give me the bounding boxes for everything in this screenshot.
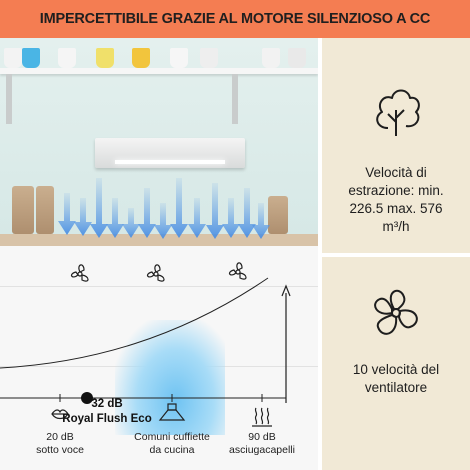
feature-text-fan: 10 velocità del ventilatore (322, 361, 470, 397)
axis-arrow-icon (281, 284, 291, 297)
drawer-line (0, 286, 318, 287)
feature-line: Velocità di (365, 165, 427, 180)
shelf-bracket (6, 74, 12, 124)
banner-title: IMPERCETTIBILE GRAZIE AL MOTORE SILENZIO… (39, 11, 431, 27)
shelf-bracket (232, 74, 238, 124)
cup (262, 48, 280, 68)
tick-db: Comuni cuffiette (134, 431, 210, 443)
feature-line: 10 velocità del (352, 362, 440, 377)
fan-icon (374, 289, 418, 335)
tree-icon (376, 89, 420, 136)
cup (58, 48, 76, 68)
cooker-hood (95, 138, 245, 168)
current-level-label: 32 dB Royal Flush Eco (62, 397, 152, 427)
cup (22, 48, 40, 68)
fan-icon (70, 262, 247, 282)
cup (200, 48, 218, 68)
airflow-arrows-icon (58, 178, 270, 282)
tick-label-90db: 90 dB asciugacapelli (222, 431, 302, 457)
noise-curve (0, 277, 269, 369)
feature-line: 226.5 max. 576 (349, 201, 443, 216)
header-banner: IMPERCETTIBILE GRAZIE AL MOTORE SILENZIO… (0, 0, 470, 38)
tick-desc: sotto voce (36, 444, 84, 456)
kitchen-photo: 32 dB Royal Flush Eco 20 dB sotto voce C… (0, 38, 318, 470)
tick-desc: asciugacapelli (229, 444, 295, 456)
cup (4, 48, 22, 68)
hood-light (115, 160, 225, 164)
cup (132, 48, 150, 68)
tick-label-hood: Comuni cuffiette da cucina (122, 431, 222, 457)
countertop (0, 234, 318, 246)
feature-line: m³/h (382, 219, 410, 234)
hood-icon (158, 403, 186, 421)
tick-db: 20 dB (46, 431, 74, 443)
feature-line: ventilatore (364, 380, 428, 395)
jar (268, 196, 288, 234)
current-level-marker (81, 392, 93, 404)
lips-icon (51, 409, 69, 420)
kitchen-shelf (0, 68, 318, 74)
current-db: 32 dB (91, 398, 123, 410)
blue-glow (115, 320, 225, 435)
feature-panel-extraction: Velocità di estrazione: min. 226.5 max. … (322, 38, 470, 253)
current-name: Royal Flush Eco (62, 413, 152, 425)
noise-scale-chart (0, 277, 291, 427)
heat-waves-icon (252, 407, 272, 427)
tick-label-20db: 20 dB sotto voce (30, 431, 90, 457)
feature-panel-fan: 10 velocità del ventilatore (322, 257, 470, 470)
jar (12, 186, 34, 234)
feature-line: estrazione: min. (348, 183, 444, 198)
tick-desc: da cucina (149, 444, 195, 456)
tick-db: 90 dB (248, 431, 276, 443)
column-divider (318, 38, 322, 470)
cup (288, 48, 306, 68)
cup (96, 48, 114, 68)
jar (36, 186, 54, 234)
cup (170, 48, 188, 68)
feature-text-extraction: Velocità di estrazione: min. 226.5 max. … (322, 164, 470, 236)
